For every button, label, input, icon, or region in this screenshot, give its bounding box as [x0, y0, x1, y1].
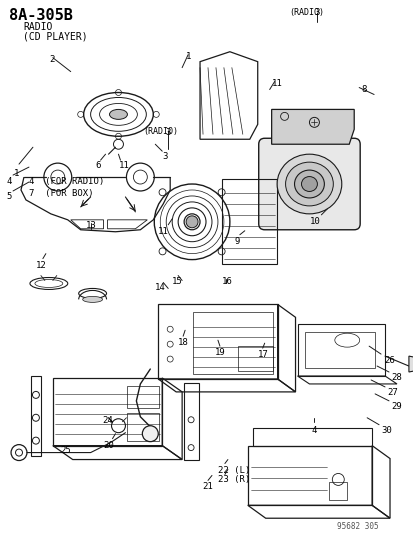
Text: 24: 24 — [102, 416, 113, 425]
Text: 4: 4 — [311, 426, 316, 435]
Bar — [127, 413, 159, 441]
Text: 1: 1 — [186, 52, 191, 61]
Text: 25: 25 — [61, 446, 71, 455]
Text: 30: 30 — [380, 426, 391, 435]
Text: 27: 27 — [386, 388, 397, 397]
Text: 8A-305B: 8A-305B — [9, 8, 73, 23]
Text: 2: 2 — [49, 55, 54, 64]
Text: 21: 21 — [202, 482, 212, 491]
Text: 4  (FOR RADIO): 4 (FOR RADIO) — [29, 177, 104, 186]
Bar — [237, 346, 272, 371]
Text: 11: 11 — [158, 227, 169, 236]
Text: 18: 18 — [178, 338, 188, 347]
Ellipse shape — [109, 109, 127, 119]
Text: 15: 15 — [172, 277, 183, 286]
Text: 11: 11 — [271, 78, 282, 87]
Polygon shape — [408, 356, 413, 372]
Text: 9: 9 — [234, 237, 240, 246]
Text: 13: 13 — [85, 221, 96, 230]
Text: 7  (FOR BOX): 7 (FOR BOX) — [29, 189, 93, 198]
Text: (CD PLAYER): (CD PLAYER) — [23, 32, 88, 42]
Text: 1: 1 — [14, 169, 19, 178]
Text: 3: 3 — [165, 128, 170, 138]
Text: 6: 6 — [95, 161, 101, 170]
Text: RADIO: RADIO — [23, 22, 52, 32]
Text: 20: 20 — [103, 441, 114, 450]
Text: (RADIO): (RADIO) — [289, 8, 324, 17]
Text: 5: 5 — [6, 192, 12, 201]
Text: 19: 19 — [214, 348, 225, 357]
Text: 16: 16 — [221, 277, 232, 286]
Ellipse shape — [285, 162, 332, 206]
Bar — [184, 383, 199, 459]
Bar — [53, 378, 162, 446]
Text: (RADIO): (RADIO) — [143, 127, 178, 136]
Text: 28: 28 — [390, 373, 401, 382]
Bar — [127, 386, 159, 408]
Ellipse shape — [83, 296, 102, 302]
Text: 95682 305: 95682 305 — [337, 522, 378, 531]
Ellipse shape — [186, 216, 197, 228]
Text: 4: 4 — [6, 177, 12, 186]
Bar — [252, 427, 371, 446]
Ellipse shape — [294, 170, 324, 198]
Bar — [329, 482, 347, 500]
Text: 22 (L): 22 (L) — [217, 465, 249, 474]
Bar — [305, 332, 374, 368]
Text: 8: 8 — [360, 85, 366, 94]
Text: 3: 3 — [162, 152, 167, 161]
Circle shape — [142, 426, 158, 442]
Bar — [192, 312, 272, 374]
Text: 12: 12 — [36, 261, 47, 270]
Bar — [221, 179, 276, 264]
Text: 29: 29 — [390, 402, 401, 411]
Text: 14: 14 — [155, 284, 166, 293]
Text: 23 (R): 23 (R) — [217, 475, 249, 484]
FancyBboxPatch shape — [258, 138, 359, 230]
Text: 11: 11 — [118, 161, 129, 170]
Ellipse shape — [301, 176, 317, 191]
Text: 17: 17 — [257, 350, 268, 359]
Polygon shape — [271, 109, 354, 144]
Text: 26: 26 — [383, 356, 394, 365]
Ellipse shape — [276, 154, 341, 214]
Text: 10: 10 — [309, 217, 319, 226]
Text: 3: 3 — [313, 8, 319, 17]
